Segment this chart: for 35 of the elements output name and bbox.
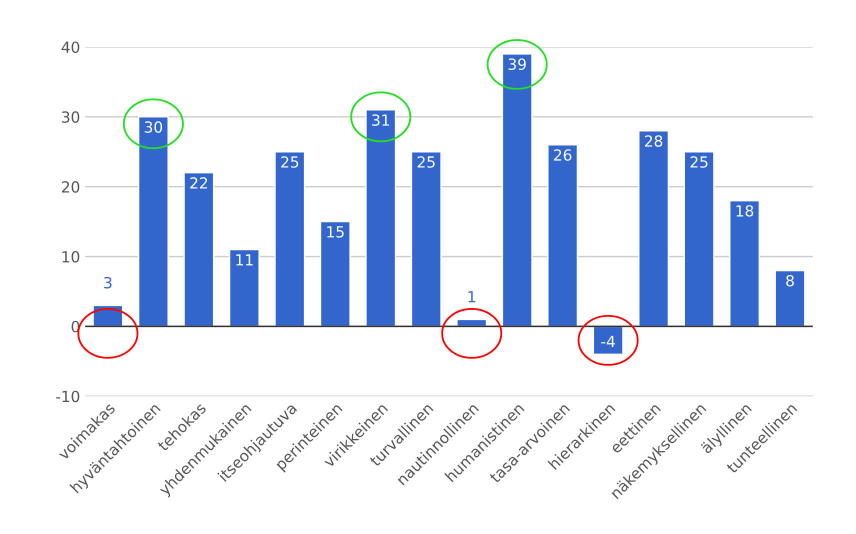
data-label: 22 <box>190 177 208 189</box>
data-label: 1 <box>468 291 476 302</box>
data-label: 25 <box>418 156 435 168</box>
data-label: 11 <box>236 254 253 266</box>
data-label: 39 <box>508 58 526 70</box>
data-label: 26 <box>554 149 572 161</box>
bar <box>684 151 715 328</box>
bar <box>410 151 442 328</box>
y-tick-label: -10 <box>56 390 80 402</box>
y-tick-label: 40 <box>62 41 80 54</box>
bar <box>774 270 806 328</box>
data-label: 15 <box>327 226 344 238</box>
bar <box>274 151 306 328</box>
data-label: 18 <box>736 205 754 217</box>
data-label: 28 <box>645 135 662 147</box>
bar <box>365 109 396 328</box>
bar <box>547 144 578 328</box>
data-label: 31 <box>372 114 390 126</box>
bar <box>638 130 670 328</box>
bar <box>228 248 260 328</box>
bar <box>592 326 624 356</box>
data-label: 25 <box>281 156 298 168</box>
bar <box>183 172 214 328</box>
data-label: 3 <box>104 276 112 288</box>
y-tick-label: 30 <box>62 111 80 123</box>
bar <box>138 116 169 328</box>
y-tick-label: 10 <box>62 251 80 263</box>
bar <box>320 220 351 328</box>
bar <box>729 200 760 328</box>
data-label: 8 <box>786 274 794 287</box>
data-label: -4 <box>601 336 615 347</box>
bar <box>502 53 533 328</box>
data-label: 30 <box>144 121 162 133</box>
y-tick-label: 20 <box>62 181 80 193</box>
data-label: 25 <box>690 156 708 168</box>
